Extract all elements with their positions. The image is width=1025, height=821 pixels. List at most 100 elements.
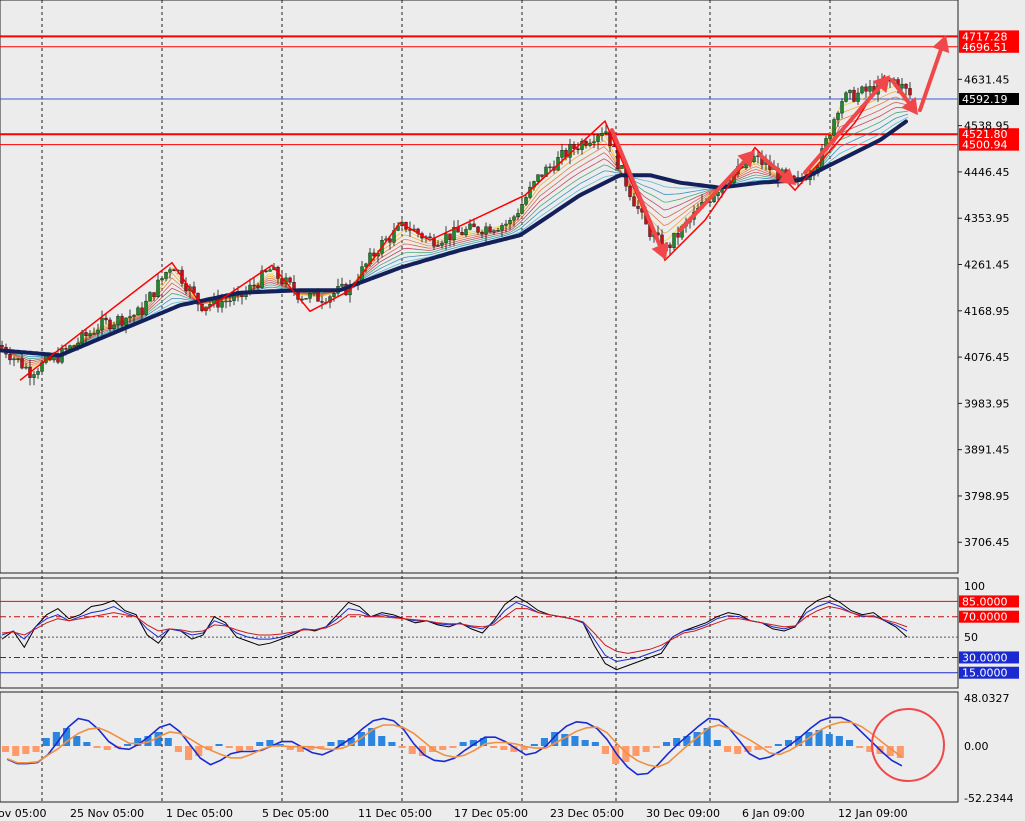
histogram-bar [825, 734, 833, 746]
histogram-tick-label: -52.2344 [964, 792, 1013, 805]
candle-body [364, 263, 368, 267]
histogram-bar [42, 738, 50, 746]
histogram-bar [134, 738, 142, 746]
candlesticks [0, 73, 912, 386]
histogram-bar [551, 732, 559, 746]
histogram-bar [805, 732, 813, 746]
candle-body [576, 148, 580, 150]
histogram-bar [32, 746, 40, 752]
histogram-bar [540, 738, 548, 746]
histogram-bar [154, 732, 162, 746]
candle-body [332, 292, 336, 297]
histogram-bar [622, 746, 630, 762]
panel-frame [0, 0, 959, 574]
candle-body [156, 279, 160, 297]
histogram-bar [632, 746, 640, 756]
price-axis: 4631.45 4538.95 4446.45 4353.95 4261.45 4168.… [958, 73, 1010, 549]
histogram-bar [724, 746, 732, 752]
histogram-bar [307, 746, 315, 750]
candle-body [100, 317, 104, 331]
histogram-bar [764, 746, 772, 748]
histogram-bar [774, 744, 782, 746]
histogram-bar [164, 738, 172, 746]
candle-body [484, 226, 488, 235]
candle-body [304, 298, 308, 300]
arrow-head [651, 241, 669, 261]
price-tick-label: 3706.45 [964, 536, 1010, 549]
time-axis-label: 5 Dec 05:00 [262, 807, 329, 820]
candle-body [144, 300, 148, 315]
current-price-tag [959, 92, 1019, 105]
histogram-bar [337, 740, 345, 746]
candle-body [464, 229, 468, 236]
histogram-bar [520, 746, 528, 750]
candle-body [36, 371, 40, 375]
time-axis: ov 05:00 25 Nov 05:00 1 Dec 05:00 5 Dec 05:… [0, 807, 908, 820]
oscillator-level-label: 70.0000 [962, 611, 1008, 624]
candle-body [460, 232, 464, 236]
candle-body [584, 140, 588, 146]
time-axis-label: ov 05:00 [0, 807, 46, 820]
candle-body [388, 238, 392, 243]
candle-body [220, 300, 224, 308]
histogram-bar [103, 746, 111, 750]
candle-body [428, 236, 432, 239]
histogram-bar [347, 738, 355, 746]
histogram-bar [408, 746, 416, 754]
candle-body [0, 345, 4, 348]
candle-body [140, 307, 144, 315]
histogram-bar [734, 746, 742, 754]
candle-body [76, 342, 80, 346]
candle-body [568, 144, 572, 158]
candle-body [508, 220, 512, 225]
histogram-bar [835, 736, 843, 746]
candle-body [832, 119, 836, 136]
candle-body [436, 244, 440, 247]
candle-body [64, 348, 68, 350]
candle-body [540, 174, 544, 177]
candle-body [632, 196, 636, 207]
candle-body [852, 89, 856, 102]
arrow-shaft [803, 85, 882, 175]
candle-body [260, 270, 264, 288]
candle-body [840, 101, 844, 114]
candle-body [448, 233, 452, 241]
histogram-bar [398, 746, 406, 748]
price-tick-label: 4168.95 [964, 305, 1010, 318]
candle-body [264, 270, 268, 272]
oscillator-level-tag [959, 595, 1019, 608]
histogram-bar [378, 736, 386, 746]
candle-body [136, 307, 140, 316]
candle-body [444, 233, 448, 244]
histogram-bar [713, 740, 721, 746]
candle-body [16, 358, 20, 360]
candle-body [172, 269, 176, 272]
oscillator-tick-label: 50 [964, 631, 978, 644]
histogram-bar [256, 742, 264, 746]
histogram-bar [144, 736, 152, 746]
candle-body [72, 345, 76, 347]
level-tag-label: 4500.94 [962, 139, 1008, 152]
histogram-bar [479, 738, 487, 746]
candle-body [672, 232, 676, 248]
candle-body [580, 140, 584, 150]
arrow-shaft [758, 153, 786, 177]
candle-body [340, 283, 344, 287]
candle-body [504, 223, 508, 226]
arrow-head [737, 150, 755, 168]
price-tick-label: 3891.45 [964, 444, 1010, 457]
histogram-bar [673, 738, 681, 746]
candle-body [848, 89, 852, 94]
histogram-bar [2, 746, 10, 752]
histogram-bar [856, 746, 864, 748]
candle-body [512, 216, 516, 221]
candle-body [524, 197, 528, 205]
candle-body [600, 132, 604, 136]
histogram-bar [73, 736, 81, 746]
time-axis-label: 23 Dec 05:00 [550, 807, 624, 820]
candle-body [32, 374, 36, 378]
oscillator-level-label: 85.0000 [962, 595, 1008, 608]
level-tag [959, 128, 1019, 141]
histogram-bar [561, 734, 569, 746]
